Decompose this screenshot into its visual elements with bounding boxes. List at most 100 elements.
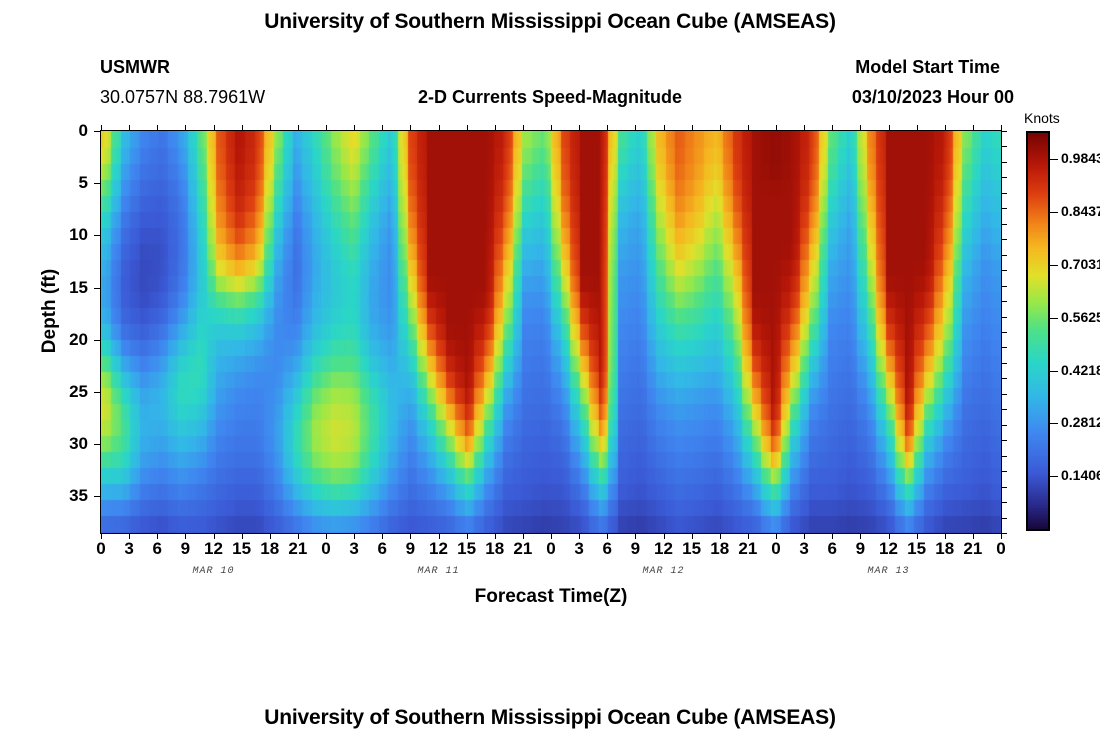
x-axis-tick-label: 15 [232,539,252,558]
x-axis-tick [691,533,693,539]
x-axis-tick [129,533,131,539]
x-axis-tick [916,533,918,539]
x-axis-tick [551,533,552,539]
y-axis-minor-tick-right [1001,471,1007,473]
x-axis-tick-top [888,125,890,131]
y-axis-tick-label: 15 [69,277,88,297]
x-axis-tick [269,533,271,539]
y-axis-minor-tick-right [1001,270,1007,272]
x-axis-tick-top [663,125,665,131]
station-name-label: USMWR [100,57,170,77]
y-axis-tick-label: 25 [69,382,88,402]
x-axis-tick [719,533,721,539]
y-axis-minor-tick-right [1001,533,1007,534]
x-axis-tick [635,533,637,539]
x-axis-tick-top [804,125,806,131]
y-axis-tick [94,392,100,394]
x-axis-tick-label: 18 [485,539,505,558]
x-axis-tick-top [635,125,637,131]
x-axis-tick-top [972,125,974,131]
x-axis-tick-top [944,125,946,131]
x-axis-tick [466,533,468,539]
x-axis-tick-label: 12 [429,539,448,558]
x-axis-tick-label: 21 [513,539,533,558]
x-axis-tick [579,533,581,539]
x-axis-tick-top [297,125,299,131]
x-axis-tick-label: 9 [405,539,416,558]
y-axis-minor-tick-right [1001,239,1007,241]
x-axis-tick-label: 9 [180,539,191,558]
x-axis-tick-top [522,125,524,131]
x-axis-tick-label: 3 [799,539,809,558]
x-axis-tick [101,533,102,539]
x-axis-tick-label: 21 [963,539,983,558]
x-axis-tick-top [494,125,496,131]
x-axis-tick [438,533,440,539]
x-axis-tick-top [354,125,356,131]
plot-subtitle: 2-D Currents Speed-Magnitude [417,87,683,107]
colorbar-tick-label: 0.28125 [1061,414,1100,431]
x-axis-tick [607,533,609,539]
x-axis-tick-label: 9 [855,539,866,558]
heatmap-plot-area [100,130,1002,534]
y-axis-tick-label: 5 [78,173,88,193]
x-axis-tick-label: 18 [260,539,280,558]
x-axis-tick-top [719,125,721,131]
y-axis-tick [94,131,100,132]
y-axis-minor-tick-right [1001,502,1007,504]
y-axis-tick [94,444,100,446]
y-axis-tick [94,235,100,237]
x-axis-tick [1001,533,1002,539]
x-axis-tick-top [129,125,131,131]
colorbar-tick-label: 0.70312 [1061,256,1100,272]
y-axis-minor-tick-right [1001,131,1007,132]
page-title: University of Southern Mississippi Ocean… [264,10,836,33]
x-axis-tick-label: 18 [935,539,955,558]
x-axis-tick-top [832,125,834,131]
y-axis-minor-tick-right [1001,208,1007,210]
x-axis-tick-top [213,125,215,131]
x-axis-tick [213,533,215,539]
colorbar-tick [1050,476,1058,478]
y-axis-title: Depth (ft) [39,268,60,354]
x-axis-tick-label: 0 [321,539,331,558]
x-axis-tick-top [101,125,102,131]
y-axis-tick [94,287,100,289]
y-axis-tick-label: 10 [69,225,88,245]
y-axis-tick [94,496,100,498]
x-axis-tick [860,533,862,539]
x-axis-day-label: MAR 10 [192,566,235,577]
x-axis-tick-label: 12 [654,539,673,558]
colorbar-tick [1050,317,1058,319]
x-axis-day-label: MAR 13 [867,566,910,577]
y-axis-minor-tick-right [1001,378,1007,380]
y-axis-minor-tick-right [1001,177,1007,179]
x-axis-tick-label: 6 [827,539,837,558]
colorbar-tick-label: 0.98437 [1061,150,1100,167]
x-axis-tick-top [747,125,749,131]
x-axis-tick-label: 6 [152,539,162,558]
y-axis-tick-label: 20 [69,329,88,349]
x-axis-tick [241,533,243,539]
y-axis-minor-tick-right [1001,393,1007,395]
heatmap-canvas [101,131,1001,533]
y-axis-minor-tick-right [1001,223,1007,225]
x-axis-tick-top [1001,125,1002,131]
footer-title: University of Southern Mississippi Ocean… [264,706,836,729]
x-axis-tick [157,533,159,539]
x-axis-tick [776,533,777,539]
y-axis-minor-tick-right [1001,517,1007,519]
x-axis-tick-label: 0 [546,539,556,558]
x-axis-tick [297,533,299,539]
x-axis-tick-top [382,125,384,131]
x-axis-tick [832,533,834,539]
x-axis-tick-top [466,125,468,131]
x-axis-tick [494,533,496,539]
y-axis-minor-tick-right [1001,301,1007,303]
x-axis-tick-label: 3 [349,539,359,558]
x-axis-tick-top [241,125,243,131]
y-axis-minor-tick-right [1001,192,1007,194]
x-axis-day-label: MAR 11 [417,566,460,577]
